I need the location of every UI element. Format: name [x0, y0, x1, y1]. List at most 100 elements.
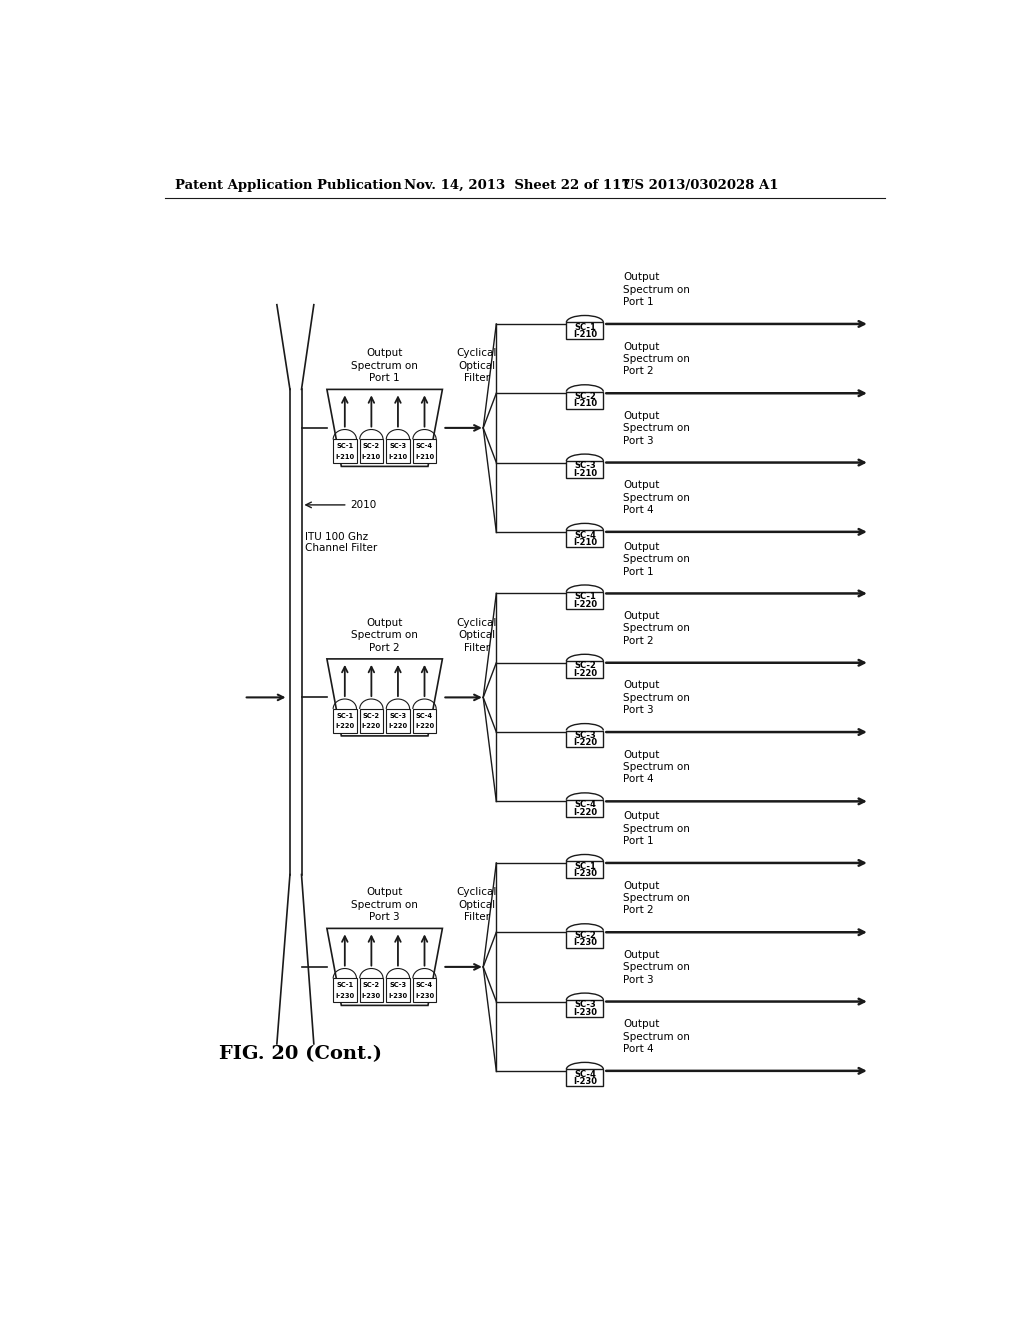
Text: SC-4: SC-4	[416, 444, 433, 449]
Text: SC-3: SC-3	[389, 444, 407, 449]
Polygon shape	[327, 389, 442, 466]
Bar	[566, 1069, 603, 1086]
Text: I-210: I-210	[572, 539, 597, 546]
Bar	[566, 800, 603, 817]
Bar	[566, 392, 603, 409]
Text: SC-1: SC-1	[573, 593, 596, 601]
Polygon shape	[327, 659, 442, 737]
Text: Output
Spectrum on
Port 2: Output Spectrum on Port 2	[624, 611, 690, 645]
Text: Output
Spectrum on
Port 4: Output Spectrum on Port 4	[624, 480, 690, 515]
Polygon shape	[327, 928, 442, 1006]
Text: I-220: I-220	[572, 808, 597, 817]
Text: Output
Spectrum on
Port 1: Output Spectrum on Port 1	[624, 541, 690, 577]
Text: I-230: I-230	[572, 1077, 597, 1086]
Text: I-230: I-230	[572, 939, 597, 948]
Bar	[566, 862, 603, 878]
Text: I-230: I-230	[415, 993, 434, 999]
Text: SC-3: SC-3	[574, 731, 596, 739]
Text: SC-3: SC-3	[389, 982, 407, 989]
Bar	[333, 440, 356, 463]
Text: 2010: 2010	[350, 500, 376, 510]
Text: I-230: I-230	[361, 993, 381, 999]
Bar	[566, 1001, 603, 1016]
Text: Output
Spectrum on
Port 3: Output Spectrum on Port 3	[624, 680, 690, 715]
Text: I-230: I-230	[335, 993, 354, 999]
Text: SC-2: SC-2	[362, 982, 380, 989]
Text: SC-3: SC-3	[574, 461, 596, 470]
Text: SC-2: SC-2	[573, 661, 596, 671]
Text: I-220: I-220	[361, 723, 381, 729]
Text: I-230: I-230	[388, 993, 408, 999]
Text: Output
Spectrum on
Port 2: Output Spectrum on Port 2	[624, 880, 690, 915]
Text: Cyclical
Optical
Filter: Cyclical Optical Filter	[457, 618, 498, 653]
Text: SC-2: SC-2	[362, 713, 380, 718]
Text: SC-1: SC-1	[336, 713, 353, 718]
Text: I-220: I-220	[572, 599, 597, 609]
Text: SC-4: SC-4	[573, 531, 596, 540]
Text: SC-2: SC-2	[362, 444, 380, 449]
Text: Output
Spectrum on
Port 2: Output Spectrum on Port 2	[351, 618, 418, 653]
Text: SC-4: SC-4	[573, 800, 596, 809]
Text: Output
Spectrum on
Port 2: Output Spectrum on Port 2	[624, 342, 690, 376]
Text: SC-2: SC-2	[573, 392, 596, 401]
Text: I-210: I-210	[572, 330, 597, 339]
Text: I-210: I-210	[388, 454, 408, 459]
Text: Channel Filter: Channel Filter	[305, 544, 378, 553]
Text: I-210: I-210	[415, 454, 434, 459]
Text: Output
Spectrum on
Port 3: Output Spectrum on Port 3	[351, 887, 418, 923]
Text: ITU 100 Ghz: ITU 100 Ghz	[305, 532, 369, 541]
Text: SC-1: SC-1	[336, 444, 353, 449]
Text: SC-1: SC-1	[336, 982, 353, 989]
Text: I-230: I-230	[572, 869, 597, 878]
Bar	[566, 531, 603, 548]
Bar	[359, 709, 383, 733]
Text: Output
Spectrum on
Port 3: Output Spectrum on Port 3	[624, 950, 690, 985]
Text: I-220: I-220	[572, 669, 597, 678]
Bar	[359, 440, 383, 463]
Text: Output
Spectrum on
Port 1: Output Spectrum on Port 1	[624, 272, 690, 308]
Text: Cyclical
Optical
Filter: Cyclical Optical Filter	[457, 348, 498, 383]
Text: Output
Spectrum on
Port 4: Output Spectrum on Port 4	[624, 1019, 690, 1053]
Text: Cyclical
Optical
Filter: Cyclical Optical Filter	[457, 887, 498, 923]
Bar	[566, 591, 603, 609]
Bar	[386, 440, 410, 463]
Text: SC-2: SC-2	[573, 931, 596, 940]
Text: I-220: I-220	[388, 723, 408, 729]
Bar	[566, 730, 603, 747]
Text: SC-3: SC-3	[389, 713, 407, 718]
Text: I-210: I-210	[335, 454, 354, 459]
Bar	[566, 461, 603, 478]
Bar	[413, 440, 436, 463]
Text: SC-4: SC-4	[573, 1069, 596, 1078]
Text: I-220: I-220	[415, 723, 434, 729]
Text: SC-1: SC-1	[573, 862, 596, 871]
Bar	[359, 978, 383, 1002]
Text: FIG. 20 (Cont.): FIG. 20 (Cont.)	[219, 1045, 382, 1063]
Text: SC-4: SC-4	[416, 713, 433, 718]
Text: SC-4: SC-4	[416, 982, 433, 989]
Bar	[333, 709, 356, 733]
Bar	[386, 709, 410, 733]
Text: SC-1: SC-1	[573, 322, 596, 331]
Text: Patent Application Publication: Patent Application Publication	[175, 178, 402, 191]
Text: Output
Spectrum on
Port 1: Output Spectrum on Port 1	[624, 812, 690, 846]
Text: SC-3: SC-3	[574, 1001, 596, 1010]
Text: I-220: I-220	[572, 738, 597, 747]
Bar	[333, 978, 356, 1002]
Bar	[413, 709, 436, 733]
Text: Output
Spectrum on
Port 4: Output Spectrum on Port 4	[624, 750, 690, 784]
Text: US 2013/0302028 A1: US 2013/0302028 A1	[624, 178, 779, 191]
Text: I-210: I-210	[361, 454, 381, 459]
Text: I-210: I-210	[572, 469, 597, 478]
Text: I-230: I-230	[572, 1007, 597, 1016]
Text: I-210: I-210	[572, 400, 597, 408]
Bar	[413, 978, 436, 1002]
Bar	[566, 322, 603, 339]
Text: I-220: I-220	[335, 723, 354, 729]
Text: Output
Spectrum on
Port 1: Output Spectrum on Port 1	[351, 348, 418, 383]
Bar	[566, 931, 603, 948]
Bar	[566, 661, 603, 678]
Text: Output
Spectrum on
Port 3: Output Spectrum on Port 3	[624, 411, 690, 446]
Text: Nov. 14, 2013  Sheet 22 of 117: Nov. 14, 2013 Sheet 22 of 117	[403, 178, 631, 191]
Bar	[386, 978, 410, 1002]
